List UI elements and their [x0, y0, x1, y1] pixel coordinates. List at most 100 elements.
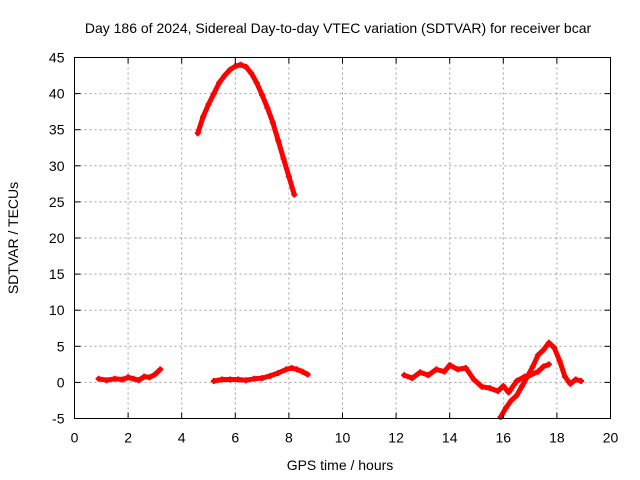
y-tick-label: 0 [57, 374, 65, 390]
data-point [567, 380, 574, 387]
data-point [248, 70, 255, 77]
y-tick-label: -5 [52, 411, 65, 427]
data-point [119, 376, 126, 383]
x-tick-label: 20 [603, 430, 619, 446]
data-point [135, 377, 142, 384]
y-axis-label: SDTVAR / TECUs [5, 182, 21, 294]
data-point [401, 372, 408, 379]
data-point [417, 369, 424, 376]
data-point [275, 137, 282, 144]
data-point [545, 361, 552, 368]
data-point [508, 397, 515, 404]
data-point [441, 368, 448, 375]
data-point [194, 130, 201, 137]
data-series-group [95, 61, 585, 421]
data-point [454, 366, 461, 373]
data-point [425, 372, 432, 379]
data-point [259, 375, 266, 382]
data-point [494, 388, 501, 395]
data-point [540, 346, 547, 353]
y-tick-label: 45 [49, 50, 65, 66]
x-tick-label: 18 [549, 430, 565, 446]
x-tick-labels: 0 2 4 6 8 10 12 14 16 18 20 [71, 430, 619, 446]
data-point [200, 113, 207, 120]
data-point [103, 377, 110, 384]
data-point [275, 370, 282, 377]
data-point [234, 376, 241, 383]
series-arc-1 [96, 366, 163, 383]
data-point [446, 362, 453, 369]
data-point [210, 90, 217, 97]
data-point [95, 375, 102, 382]
data-point [524, 373, 531, 380]
data-point [304, 371, 311, 378]
y-tick-label: 40 [49, 86, 65, 102]
data-point [243, 63, 250, 70]
data-point [130, 375, 137, 382]
data-point [141, 373, 148, 380]
x-tick-label: 14 [442, 430, 458, 446]
data-point [269, 119, 276, 126]
data-point [226, 376, 233, 383]
data-point [540, 363, 547, 370]
y-tick-label: 20 [49, 230, 65, 246]
data-point [551, 344, 558, 351]
y-tick-label: 15 [49, 266, 65, 282]
data-point [218, 376, 225, 383]
x-tick-label: 8 [285, 430, 293, 446]
data-point [283, 366, 290, 373]
data-point [572, 376, 579, 383]
data-point [409, 375, 416, 382]
data-point [561, 373, 568, 380]
x-axis-label: GPS time / hours [287, 457, 394, 473]
data-point [264, 105, 271, 112]
data-point [433, 366, 440, 373]
data-point [267, 372, 274, 379]
data-point [226, 66, 233, 73]
data-point [285, 173, 292, 180]
data-point [243, 377, 250, 384]
data-point [535, 368, 542, 375]
y-tick-label: 10 [49, 302, 65, 318]
data-point [556, 357, 563, 364]
data-point [291, 191, 298, 198]
data-point [205, 101, 212, 108]
grid-lines [74, 57, 611, 419]
data-point [478, 383, 485, 390]
x-tick-label: 4 [178, 430, 186, 446]
data-point [545, 339, 552, 346]
data-point [151, 371, 158, 378]
data-point [125, 374, 132, 381]
data-point [253, 79, 260, 86]
data-point [529, 363, 536, 370]
x-tick-label: 0 [71, 430, 79, 446]
data-point [280, 155, 287, 162]
chart-title: Day 186 of 2024, Sidereal Day-to-day VTE… [85, 20, 592, 36]
x-tick-label: 10 [335, 430, 351, 446]
data-point [259, 92, 266, 99]
data-point [513, 377, 520, 384]
data-point [578, 377, 585, 384]
x-tick-label: 16 [496, 430, 512, 446]
data-point [513, 392, 520, 399]
axis-ticks [74, 57, 611, 419]
data-point [502, 404, 509, 411]
data-point [232, 63, 239, 70]
y-tick-label: 5 [57, 338, 65, 354]
data-point [462, 364, 469, 371]
data-point [221, 72, 228, 79]
x-tick-label: 2 [124, 430, 132, 446]
x-tick-label: 12 [388, 430, 404, 446]
data-point [299, 368, 306, 375]
data-point [535, 351, 542, 358]
data-point [293, 366, 300, 373]
data-point [251, 375, 258, 382]
data-point [505, 389, 512, 396]
data-point [288, 364, 295, 371]
data-point [210, 377, 217, 384]
series-arc-5 [498, 340, 584, 420]
data-point [157, 366, 164, 373]
y-tick-labels: -5 0 5 10 15 20 25 30 35 40 45 [49, 50, 65, 427]
data-point [111, 375, 118, 382]
